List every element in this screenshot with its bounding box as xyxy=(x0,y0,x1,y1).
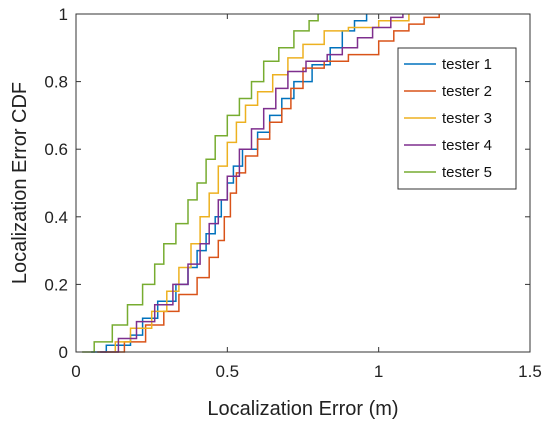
y-tick-label: 0.6 xyxy=(44,140,68,159)
series-line-tester-3 xyxy=(106,14,410,353)
legend-label: tester 2 xyxy=(442,83,492,100)
legend: tester 1 tester 2 tester 3 tester 4 tester 5 xyxy=(397,47,517,190)
series-line-tester-1 xyxy=(91,14,368,353)
x-axis-ticks: 0 0.5 1 1.5 xyxy=(71,14,542,381)
y-tick-label: 0.2 xyxy=(44,275,68,294)
y-tick-label: 1 xyxy=(59,5,68,24)
y-axis-ticks: 0 0.2 0.4 0.6 0.8 1 xyxy=(44,5,530,362)
x-axis-title: Localization Error (m) xyxy=(207,398,398,420)
legend-label: tester 1 xyxy=(442,56,492,73)
series-line-tester-2 xyxy=(97,14,440,353)
y-tick-label: 0 xyxy=(59,343,68,362)
y-tick-label: 0.4 xyxy=(44,208,68,227)
y-tick-label: 0.8 xyxy=(44,73,68,92)
plot-frame xyxy=(75,13,531,353)
x-tick-label: 0.5 xyxy=(216,362,240,381)
x-tick-label: 0 xyxy=(71,362,80,381)
legend-label: tester 4 xyxy=(442,137,492,154)
y-axis-title: Localization Error CDF xyxy=(9,82,31,284)
plot-lines xyxy=(82,14,440,353)
x-tick-label: 1 xyxy=(374,362,383,381)
series-line-tester-5 xyxy=(82,14,319,353)
legend-label: tester 5 xyxy=(442,164,492,181)
legend-label: tester 3 xyxy=(442,110,492,127)
x-tick-label: 1.5 xyxy=(518,362,542,381)
series-line-tester-4 xyxy=(100,14,404,353)
